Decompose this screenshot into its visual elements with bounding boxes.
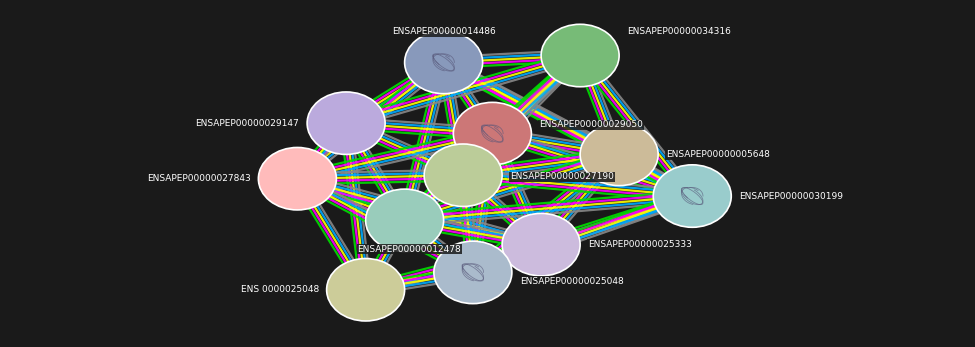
Ellipse shape: [405, 31, 483, 94]
Ellipse shape: [327, 259, 405, 321]
Text: ENSAPEP00000025048: ENSAPEP00000025048: [520, 277, 623, 286]
Text: ENSAPEP00000014486: ENSAPEP00000014486: [392, 27, 495, 36]
Ellipse shape: [424, 144, 502, 206]
Text: ENSAPEP00000005648: ENSAPEP00000005648: [666, 150, 770, 159]
Text: ENSAPEP00000034316: ENSAPEP00000034316: [627, 27, 731, 36]
Ellipse shape: [366, 189, 444, 252]
Text: ENSAPEP00000025333: ENSAPEP00000025333: [588, 240, 692, 249]
Ellipse shape: [258, 147, 336, 210]
Text: ENSAPEP00000027843: ENSAPEP00000027843: [147, 174, 251, 183]
Ellipse shape: [580, 123, 658, 186]
Text: ENSAPEP00000012478: ENSAPEP00000012478: [358, 245, 461, 254]
Ellipse shape: [307, 92, 385, 154]
Text: ENSAPEP00000027190: ENSAPEP00000027190: [510, 172, 614, 181]
Ellipse shape: [502, 213, 580, 276]
Text: ENSAPEP00000030199: ENSAPEP00000030199: [739, 192, 843, 201]
Text: ENS 0000025048: ENS 0000025048: [241, 285, 319, 294]
Ellipse shape: [453, 102, 531, 165]
Ellipse shape: [653, 165, 731, 227]
Ellipse shape: [434, 241, 512, 304]
Text: ENSAPEP00000029050: ENSAPEP00000029050: [539, 120, 644, 129]
Text: ENSAPEP00000029147: ENSAPEP00000029147: [196, 119, 299, 128]
Ellipse shape: [541, 24, 619, 87]
